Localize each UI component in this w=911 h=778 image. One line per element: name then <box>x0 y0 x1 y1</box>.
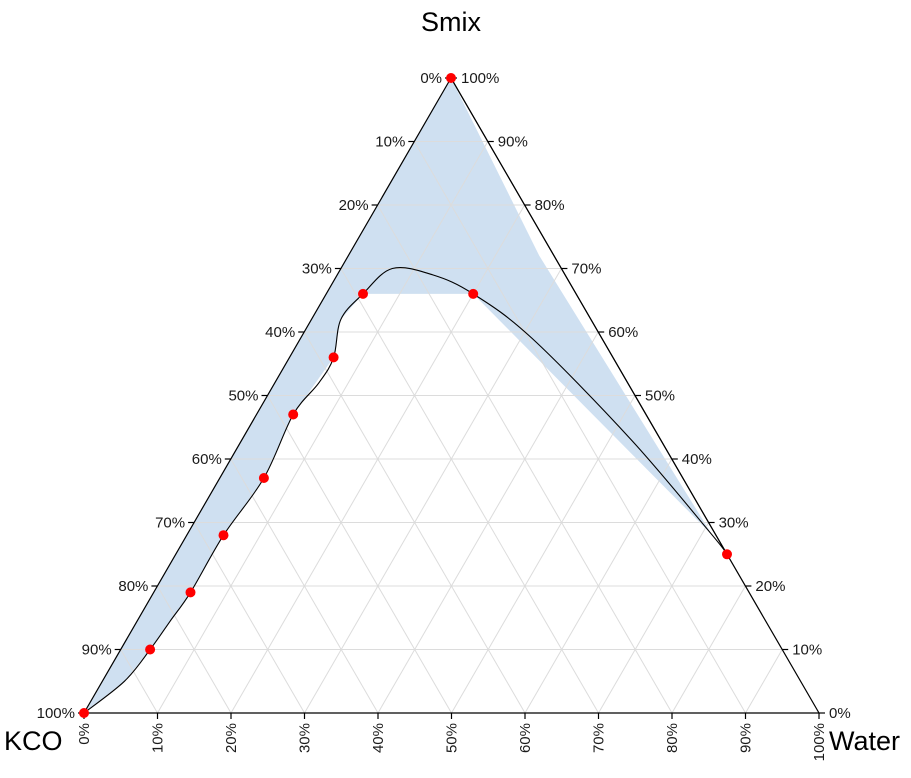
grid-line-water <box>598 522 710 714</box>
tick-label-bottom: 70% <box>591 723 608 753</box>
grid-line-kco <box>193 522 305 714</box>
tick-label-bottom: 100% <box>811 723 828 761</box>
tick-label-bottom: 60% <box>517 723 534 753</box>
data-point <box>218 530 229 541</box>
grid-line-water <box>745 649 783 714</box>
tick-label-right: 100% <box>461 70 499 87</box>
tick-label-left: 70% <box>155 515 185 532</box>
grid-line-water <box>157 141 489 714</box>
tick-label-right: 10% <box>792 642 822 659</box>
data-point <box>258 473 269 483</box>
data-point <box>288 409 299 420</box>
tick-label-left: 40% <box>265 324 295 341</box>
tick-label-bottom: 90% <box>738 723 755 753</box>
grid-line-kco <box>120 649 158 714</box>
grid-line-kco <box>230 458 379 714</box>
grid-lines <box>120 141 783 714</box>
tick-label-left: 20% <box>339 197 369 214</box>
tick-label-right: 30% <box>719 515 749 532</box>
tick-label-bottom: 20% <box>223 723 240 753</box>
tick-label-right: 80% <box>535 197 565 214</box>
grid-line-kco <box>267 395 452 714</box>
tick-label-right: 0% <box>829 705 851 722</box>
grid-line-water <box>304 268 562 714</box>
tick-label-bottom: 80% <box>664 723 681 753</box>
grid-line-water <box>524 458 673 714</box>
tick-label-right: 50% <box>645 388 675 405</box>
tick-label-right: 20% <box>755 578 785 595</box>
tick-label-bottom: 0% <box>76 723 93 745</box>
tick-label-left: 90% <box>82 642 112 659</box>
vertex-label-water: Water <box>829 726 900 756</box>
tick-label-left: 100% <box>37 705 75 722</box>
grid-line-kco <box>413 141 746 714</box>
vertex-label-smix: Smix <box>421 7 481 37</box>
tick-label-left: 60% <box>192 451 222 468</box>
tick-label-right: 70% <box>571 261 601 278</box>
tick-label-left: 80% <box>118 578 148 595</box>
tick-label-left: 50% <box>228 388 258 405</box>
data-point <box>358 288 368 299</box>
tick-label-bottom: 30% <box>297 723 314 753</box>
grid-line-water <box>451 395 636 714</box>
vertex-label-kco: KCO <box>4 726 63 756</box>
tick-label-right: 90% <box>498 134 528 151</box>
data-point <box>145 644 156 655</box>
grid-line-kco <box>340 268 599 714</box>
data-point <box>185 587 196 598</box>
tick-label-left: 10% <box>375 134 405 151</box>
tick-label-right: 60% <box>608 324 638 341</box>
data-points <box>79 73 732 718</box>
data-point <box>446 73 456 83</box>
data-point <box>468 288 479 299</box>
tick-label-left: 0% <box>420 70 442 87</box>
data-point <box>79 708 89 718</box>
grid-line-kco <box>156 585 232 714</box>
tick-label-bottom: 50% <box>444 723 461 753</box>
tick-label-right: 40% <box>682 451 712 468</box>
tick-label-bottom: 40% <box>370 723 387 753</box>
grid-line-water <box>671 585 746 714</box>
tick-labels: 0% 0% 0% 10% 10% 10% 20% 20% 20% 30% 30% 30% 40% 40% 4… <box>37 70 851 761</box>
tick-label-bottom: 10% <box>150 723 167 753</box>
data-point <box>328 352 339 363</box>
data-point <box>722 549 732 560</box>
tick-label-left: 30% <box>302 261 332 278</box>
